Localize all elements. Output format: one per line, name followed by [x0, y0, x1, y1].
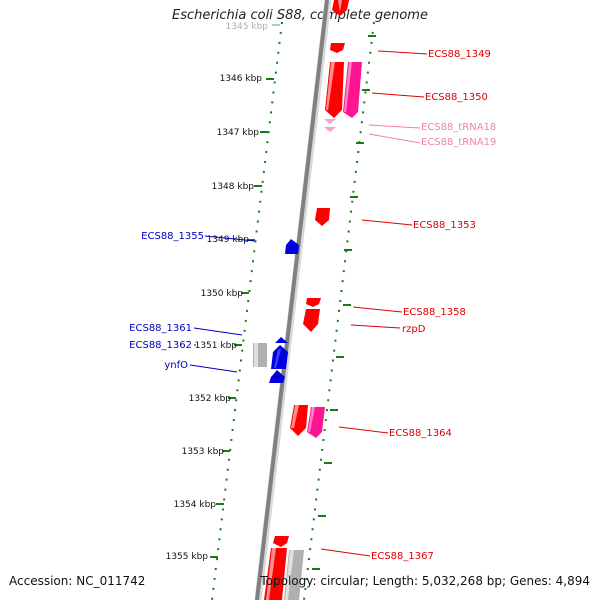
- gene-ECS88-1350-b[interactable]: [343, 62, 362, 118]
- ruler-kbp-1355: 1355 kbp: [166, 552, 218, 562]
- label-leaders: [189, 50, 428, 557]
- gene-label-ECS88-1358[interactable]: ECS88_1358: [403, 307, 466, 318]
- ruler-kbp-1351: 1351 kbp: [195, 341, 242, 351]
- ruler-label: 1347 kbp: [217, 128, 260, 138]
- gene-label-ECS88-tRNA18[interactable]: ECS88_tRNA18: [421, 122, 496, 133]
- right-ruler-track: [303, 21, 375, 600]
- ruler-kbp-1352: 1352 kbp: [189, 394, 236, 404]
- ruler-label: 1352 kbp: [189, 394, 232, 404]
- gene-label-ECS88-1364[interactable]: ECS88_1364: [389, 428, 452, 439]
- gene-label-ECS88-1350[interactable]: ECS88_1350: [425, 92, 488, 103]
- pseudo-gene-ECS88-1362[interactable]: [253, 343, 267, 367]
- gene-ECS88-1355[interactable]: [285, 239, 299, 254]
- gene-ECS88-1353[interactable]: [315, 208, 330, 226]
- ruler-label: 1354 kbp: [174, 500, 217, 510]
- gene-ECS88-1358[interactable]: [306, 298, 321, 307]
- ruler-kbp-1348: 1348 kbp: [212, 182, 262, 192]
- gene-ECS88-1364-b[interactable]: [307, 407, 325, 438]
- gene-label-ECS88-1361[interactable]: ECS88_1361: [129, 323, 192, 334]
- gene-label-ECS88-1362[interactable]: ECS88_1362: [129, 340, 192, 351]
- genome-backbone: [255, 0, 329, 600]
- gene-top-forward[interactable]: [332, 0, 349, 16]
- gene-label-ECS88-tRNA19[interactable]: ECS88_tRNA19: [421, 137, 496, 148]
- gene-ECS88-1350-a[interactable]: [325, 62, 344, 118]
- gene-ECS88-1361[interactable]: [275, 337, 288, 343]
- ruler-kbp-1353: 1353 kbp: [182, 447, 230, 457]
- trna-ECS88-tRNA18[interactable]: [324, 119, 336, 124]
- gene-ECS88-1362[interactable]: [271, 345, 288, 369]
- ruler-label: 1353 kbp: [182, 447, 225, 457]
- ruler-label: 1346 kbp: [220, 74, 263, 84]
- gene-label-ECS88-1353[interactable]: ECS88_1353: [413, 220, 476, 231]
- ruler-label: 1348 kbp: [212, 182, 255, 192]
- gene-label-ynfO[interactable]: ynfO: [164, 360, 188, 371]
- pseudo-gene-lower[interactable]: [284, 550, 304, 600]
- ruler-kbp-1346: 1346 kbp: [220, 74, 274, 84]
- genome-summary: Topology: circular; Length: 5,032,268 bp…: [260, 574, 590, 588]
- ruler-label: 1349 kbp: [207, 235, 250, 245]
- gene-label-ECS88-1355[interactable]: ECS88_1355: [141, 231, 204, 242]
- gene-label-rzpD[interactable]: rzpD: [402, 324, 426, 335]
- ruler-kbp-1345: 1345 kbp: [226, 22, 280, 32]
- gene-label-ECS88-1349[interactable]: ECS88_1349: [428, 49, 491, 60]
- gene-ECS88-1364-a[interactable]: [290, 405, 308, 436]
- left-ruler-track: [211, 21, 283, 600]
- right-ruler-ticks: [312, 35, 376, 570]
- gene-rzpD[interactable]: [303, 309, 320, 332]
- gene-ECS88-1367-small[interactable]: [273, 536, 289, 547]
- map-title: Escherichia coli S88, complete genome: [172, 8, 428, 23]
- ruler-kbp-1350: 1350 kbp: [201, 289, 249, 299]
- ruler-kbp-1347: 1347 kbp: [217, 128, 268, 138]
- gene-label-ECS88-1367[interactable]: ECS88_1367: [371, 551, 434, 562]
- ruler-label: 1355 kbp: [166, 552, 209, 562]
- gene-ECS88-1349[interactable]: [330, 43, 345, 53]
- ruler-label: 1351 kbp: [195, 341, 238, 351]
- gene-ynfO[interactable]: [269, 370, 285, 383]
- ruler-kbp-1354: 1354 kbp: [174, 500, 224, 510]
- ruler-label: 1345 kbp: [226, 22, 269, 32]
- trna-ECS88-tRNA19[interactable]: [324, 127, 336, 132]
- ruler-label: 1350 kbp: [201, 289, 244, 299]
- gene-ECS88-1367[interactable]: [264, 548, 287, 600]
- accession-info: Accession: NC_011742: [9, 574, 146, 588]
